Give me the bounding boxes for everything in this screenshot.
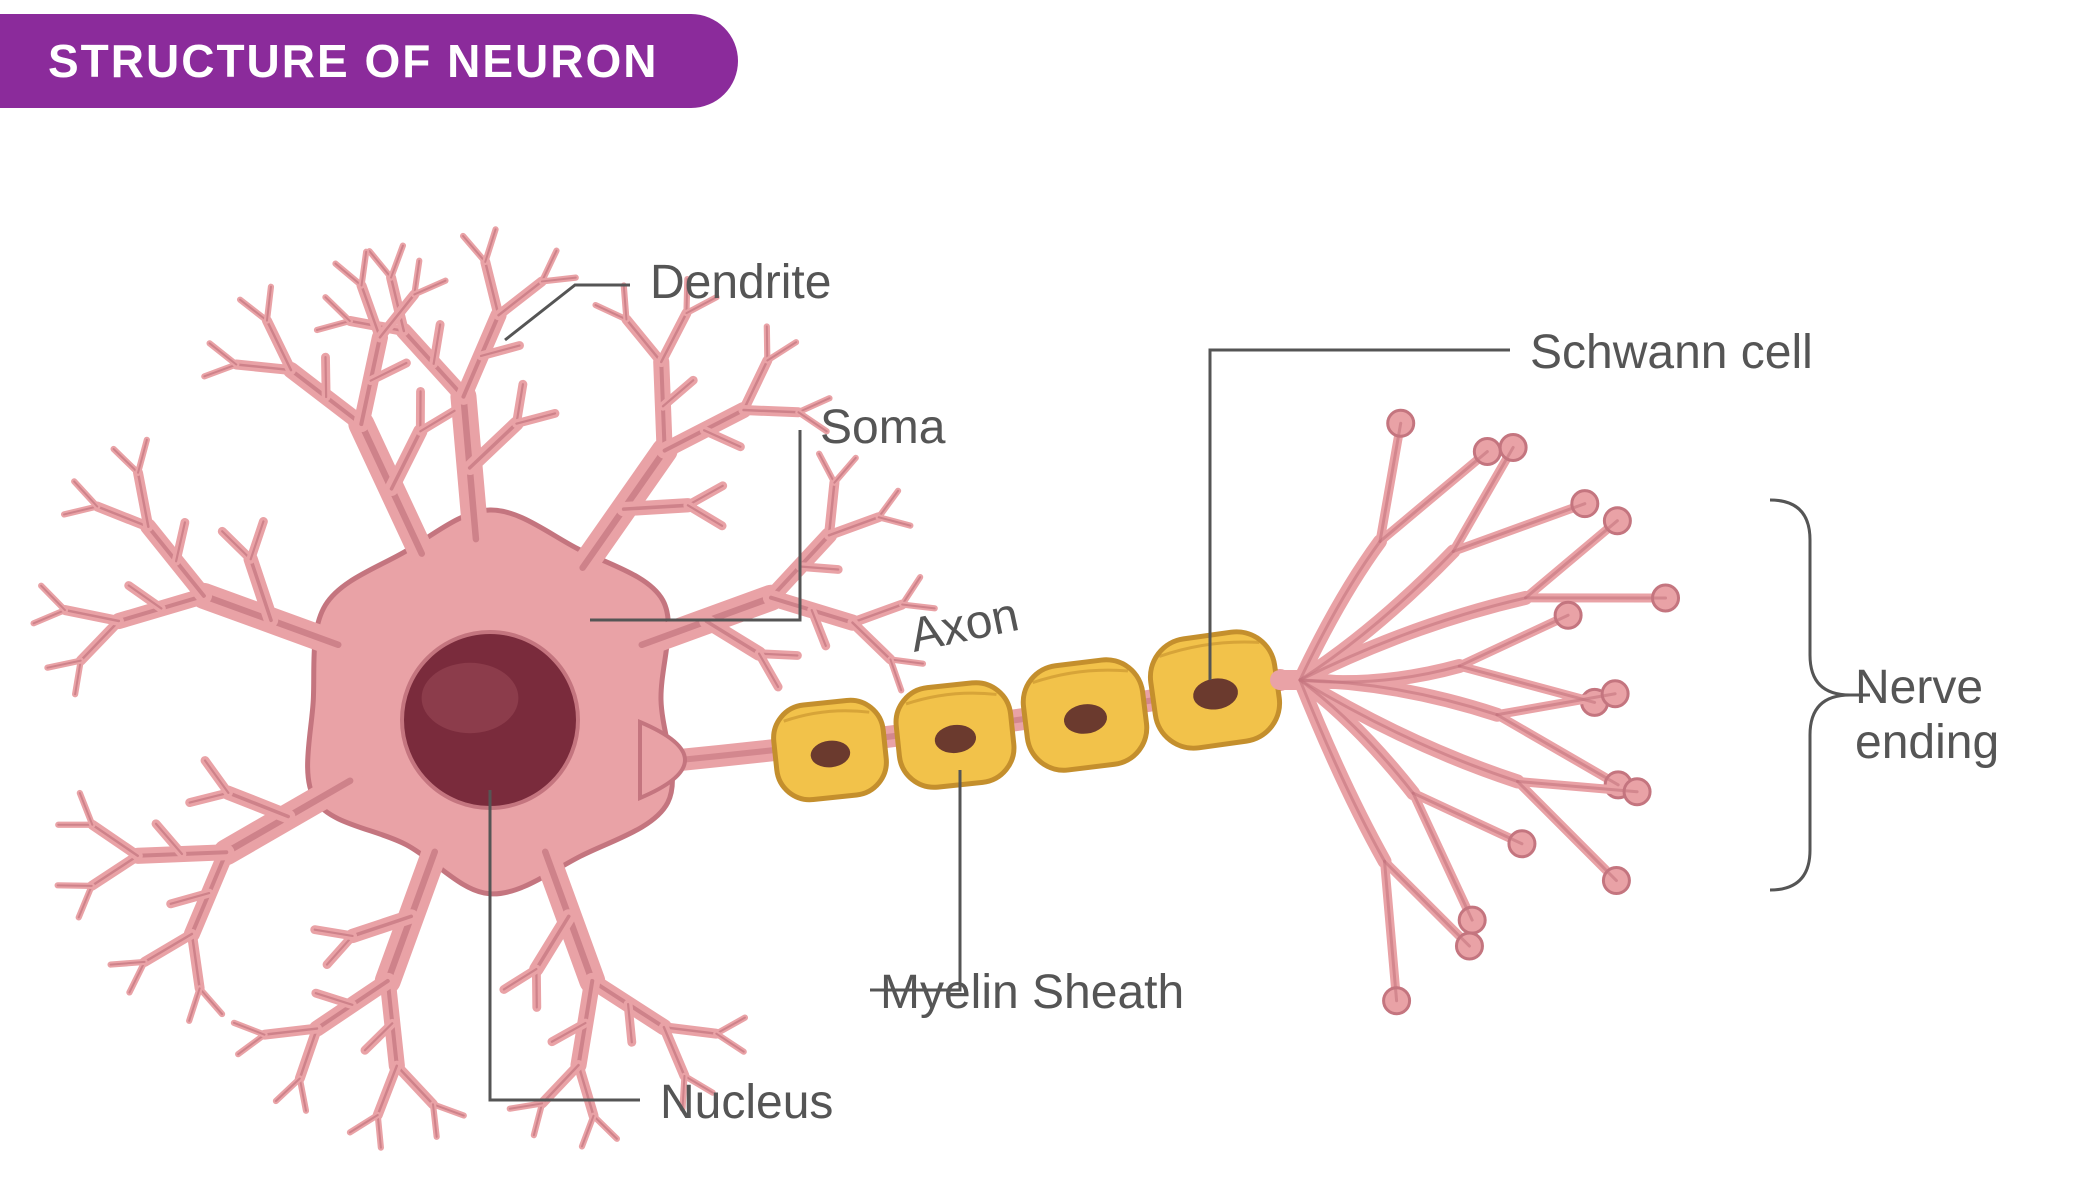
label-soma: Soma xyxy=(820,400,945,455)
schwann-cell xyxy=(893,679,1018,790)
diagram-stage: STRUCTURE OF NEURON Dendrite Soma Axon S… xyxy=(0,0,2086,1182)
label-myelin: Myelin Sheath xyxy=(880,965,1184,1020)
myelin-group xyxy=(770,627,1284,803)
label-schwann: Schwann cell xyxy=(1530,325,1813,380)
schwann-cell xyxy=(1019,656,1151,775)
label-nucleus: Nucleus xyxy=(660,1075,833,1130)
schwann-cell xyxy=(1145,627,1284,753)
label-dendrite: Dendrite xyxy=(650,255,831,310)
leader-line xyxy=(870,770,960,990)
label-nerve-ending: Nerve ending xyxy=(1855,660,1999,770)
schwann-cell xyxy=(770,697,889,803)
nucleus-group xyxy=(402,632,578,808)
nerve-ending-group xyxy=(1280,410,1679,1014)
nerve-ending-bracket xyxy=(1770,500,1850,890)
